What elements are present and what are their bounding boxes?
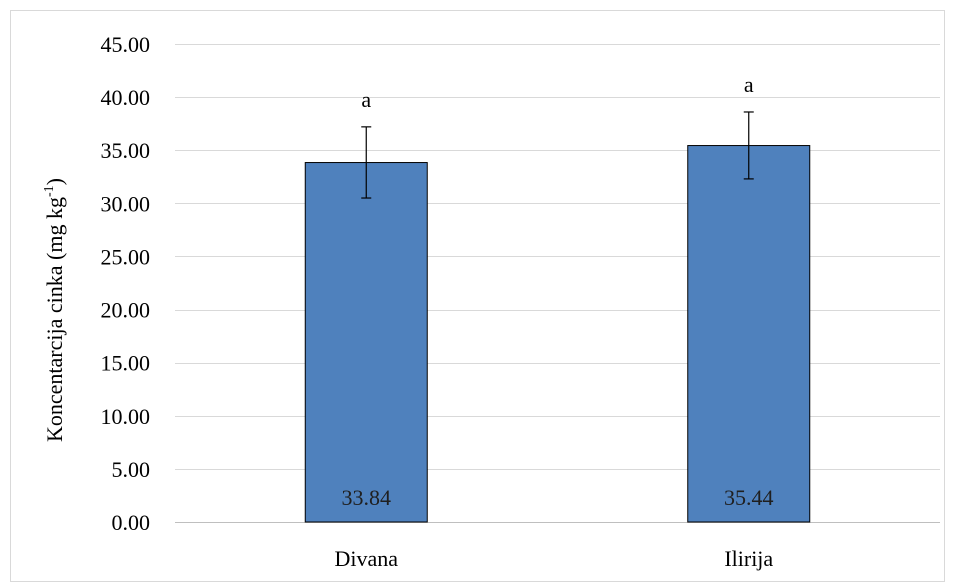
bars: [304, 145, 811, 523]
y-axis-label-superscript: -1: [42, 185, 57, 197]
bar-divana: [304, 162, 428, 523]
y-tick-label: 35.00: [101, 138, 151, 163]
y-axis-label-main: Koncentarcija cinka (mg kg: [42, 197, 67, 442]
error-bars: [361, 111, 754, 199]
significance-letter: a: [744, 72, 754, 97]
x-tick-label: Ilirija: [724, 546, 773, 571]
x-axis-tick-labels: Divana Ilirija: [334, 546, 773, 571]
bar-ilirija: [687, 145, 811, 523]
data-label: 33.84: [342, 485, 392, 510]
y-axis-label-close: ): [42, 178, 67, 185]
y-tick-label: 25.00: [101, 244, 151, 269]
x-tick-label: Divana: [334, 546, 398, 571]
y-tick-label: 45.00: [101, 32, 151, 57]
y-tick-label: 0.00: [112, 510, 151, 535]
y-tick-label: 20.00: [101, 298, 151, 323]
y-axis-tick-labels: 0.00 5.00 10.00 15.00 20.00 25.00 30.00 35.00 40…: [101, 32, 151, 535]
y-tick-label: 40.00: [101, 85, 151, 110]
y-tick-label: 15.00: [101, 351, 151, 376]
y-tick-label: 30.00: [101, 191, 151, 216]
data-label: 35.44: [724, 485, 774, 510]
y-axis-label: Koncentarcija cinka (mg kg-1): [42, 178, 67, 442]
gridlines: [175, 44, 940, 523]
data-labels: a 33.84 a 35.44: [342, 72, 774, 510]
y-tick-label: 5.00: [112, 457, 151, 482]
significance-letter: a: [361, 87, 371, 112]
y-tick-label: 10.00: [101, 404, 151, 429]
